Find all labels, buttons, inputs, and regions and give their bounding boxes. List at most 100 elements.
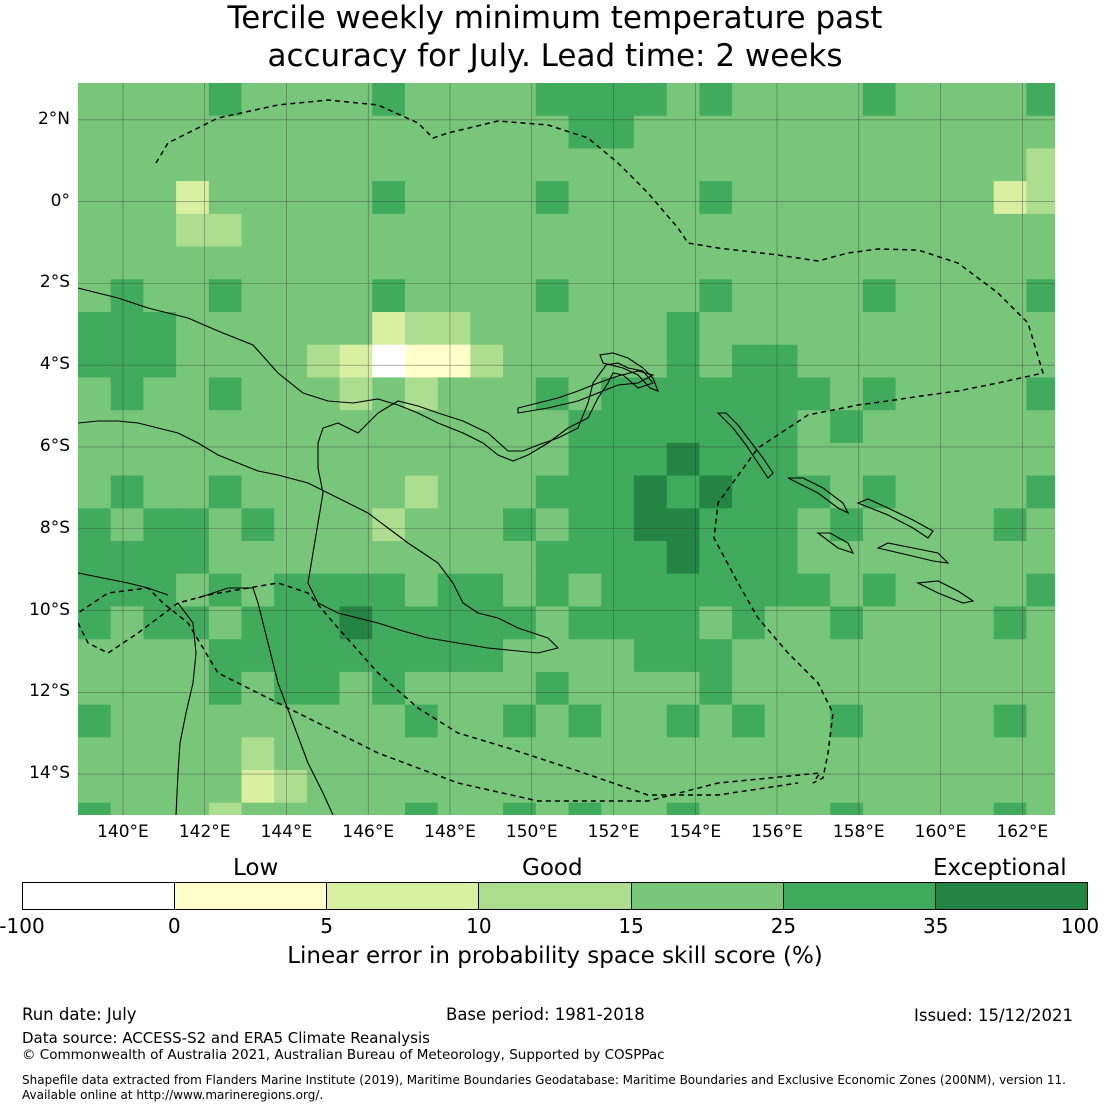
grid-cell [830, 181, 864, 215]
grid-cell [535, 344, 570, 378]
solomon-islands-coastline [787, 477, 975, 604]
grid-cell [535, 541, 570, 575]
grid-cell [274, 148, 308, 182]
grid-cell [601, 770, 635, 804]
grid-cell [699, 181, 733, 215]
grid-cell [110, 377, 144, 411]
grid-cell [862, 737, 897, 771]
grid-cell [339, 639, 373, 673]
grid-cell [797, 508, 831, 542]
grid-cell [78, 115, 112, 149]
grid-cell [732, 148, 766, 182]
grid-cell [274, 115, 308, 149]
latitude-tick-label: 14°S [29, 763, 70, 784]
grid-cell [535, 770, 570, 804]
grid-cell [535, 410, 570, 444]
grid-cell [568, 148, 602, 182]
grid-cell [797, 573, 831, 607]
grid-cell [601, 181, 635, 215]
latitude-tick-label: 8°S [39, 517, 70, 538]
grid-cell [339, 802, 373, 815]
grid-cell [666, 541, 700, 575]
grid-cell [568, 213, 602, 248]
grid-cell [895, 671, 929, 706]
grid-cell [437, 246, 471, 280]
grid-cell [993, 83, 1027, 117]
grid-cell [797, 344, 831, 378]
grid-cell [241, 344, 275, 378]
grid-cell [110, 475, 144, 509]
grid-cell [895, 573, 929, 607]
grid-cell [110, 312, 144, 346]
grid-cell [143, 344, 177, 378]
grid-cell [895, 279, 929, 313]
grid-cell [274, 671, 308, 706]
colorbar-title: Linear error in probability space skill … [287, 943, 823, 969]
grid-cell [503, 508, 537, 542]
grid-cell [601, 115, 635, 149]
grid-cell [437, 377, 471, 411]
legend-category-low: Low [233, 855, 279, 881]
longitude-tick-label: 140°E [97, 822, 149, 842]
grid-cell [274, 770, 308, 804]
coastline-outlines [78, 287, 975, 815]
grid-cell [961, 606, 995, 640]
grid-cell [306, 475, 341, 509]
grid-cell [732, 213, 766, 248]
grid-cell [176, 508, 210, 542]
grid-cell [732, 377, 766, 411]
grid-cell [306, 83, 341, 117]
grid-cell [339, 115, 373, 149]
grid-cell [405, 344, 439, 378]
grid-cell [176, 115, 210, 149]
grid-cell [143, 279, 177, 313]
grid-cell [110, 606, 144, 640]
grid-cell [568, 802, 602, 815]
grid-cell [306, 312, 341, 346]
issued-date: Issued: 15/12/2021 [914, 1006, 1074, 1025]
latitude-tick-label: 2°N [37, 108, 70, 129]
grid-cell [110, 704, 144, 738]
grid-cell [143, 802, 177, 815]
grid-cell [895, 704, 929, 738]
grid-cell [241, 671, 275, 706]
grid-cell [470, 115, 504, 149]
grid-cell [470, 573, 504, 607]
grid-cell [764, 344, 799, 378]
grid-cell [372, 213, 406, 248]
grid-cell [110, 115, 144, 149]
grid-cell [633, 377, 668, 411]
grid-cell [241, 246, 275, 280]
grid-cell [437, 279, 471, 313]
grid-cell [176, 181, 210, 215]
grid-cell [110, 541, 144, 575]
skill-score-map [78, 83, 1055, 815]
grid-cell [961, 246, 995, 280]
grid-cell [143, 639, 177, 673]
grid-cell [208, 279, 243, 313]
grid-cell [208, 770, 243, 804]
grid-cell [143, 83, 177, 117]
grid-cell [961, 213, 995, 248]
grid-cell [241, 802, 275, 815]
grid-cell [732, 475, 766, 509]
grid-cell [208, 377, 243, 411]
grid-cell [601, 606, 635, 640]
grid-cell [176, 802, 210, 815]
grid-cell [241, 312, 275, 346]
grid-cell [470, 541, 504, 575]
grid-cell [568, 770, 602, 804]
grid-cell [78, 377, 112, 411]
grid-cell [78, 541, 112, 575]
grid-cell [764, 83, 799, 117]
grid-cell [797, 737, 831, 771]
grid-cell [601, 312, 635, 346]
grid-cell [568, 312, 602, 346]
grid-cell [993, 737, 1027, 771]
grid-cell [405, 770, 439, 804]
grid-cell [470, 344, 504, 378]
colorbar-segment [23, 883, 176, 909]
grid-cell [1026, 606, 1055, 640]
grid-cell [699, 704, 733, 738]
grid-cell [241, 213, 275, 248]
